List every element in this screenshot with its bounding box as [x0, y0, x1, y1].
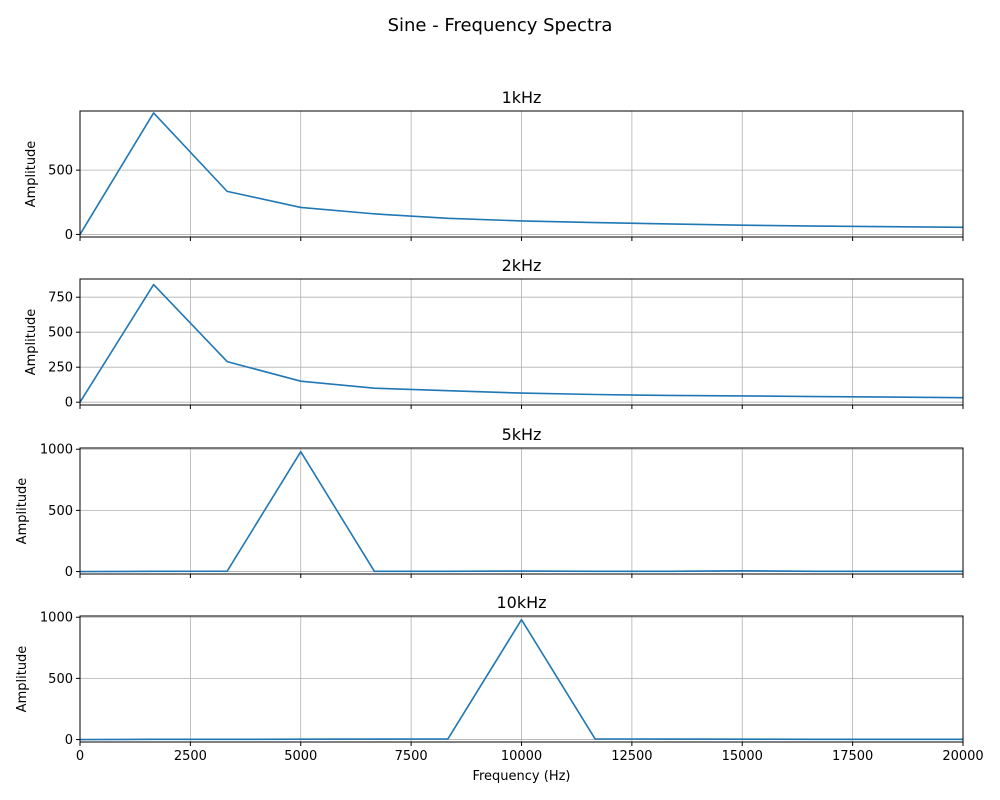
subplot-2: 2kHz 0 250 500 750 Amplitude	[24, 256, 964, 411]
x-axis-label: Frequency (Hz)	[472, 769, 570, 784]
x-tick-label: 5000	[284, 749, 317, 764]
subplot-1: 1kHz 0 500 Amplitude	[24, 88, 964, 243]
y-tick-label: 0	[65, 733, 73, 748]
y-tick-label: 0	[65, 228, 73, 243]
spectrum-line	[79, 450, 963, 573]
y-tick-label: 500	[48, 326, 73, 341]
plot-frame	[79, 278, 964, 406]
y-tick-label: 1000	[40, 611, 73, 626]
figure-title: Sine - Frequency Spectra	[388, 15, 613, 36]
y-tick-label: 0	[65, 565, 73, 580]
subplot-panels: 1kHz 0 500 Amplitude 2kHz 0 250 500 750 Amplitude…	[15, 88, 984, 784]
x-tick-label: 10000	[501, 749, 542, 764]
spectrum-line	[79, 283, 964, 403]
y-tick-label: 250	[48, 361, 73, 376]
y-tick-label: 500	[48, 504, 73, 519]
x-tick-label: 17500	[832, 749, 873, 764]
y-tick-label: 1000	[40, 443, 73, 458]
subplot-title: 1kHz	[502, 88, 542, 107]
y-axis-label: Amplitude	[15, 478, 30, 545]
subplot-title: 5kHz	[502, 425, 542, 444]
x-tick-label: 2500	[174, 749, 207, 764]
y-tick-label: 0	[65, 396, 73, 411]
subplot-title: 2kHz	[502, 256, 542, 275]
plot-frame	[79, 615, 964, 743]
x-tick-label: 0	[76, 749, 84, 764]
spectrum-line	[79, 112, 964, 235]
x-tick-label: 7500	[395, 749, 428, 764]
y-tick-label: 750	[48, 291, 73, 306]
x-tick-label: 12500	[611, 749, 652, 764]
y-axis-label: Amplitude	[24, 141, 39, 208]
y-axis-label: Amplitude	[24, 309, 39, 376]
plot-frame	[79, 447, 964, 575]
x-tick-label: 20000	[942, 749, 983, 764]
y-tick-label: 500	[48, 164, 73, 179]
subplot-3: 5kHz 0 500 1000 Amplitude	[15, 425, 964, 580]
spectrum-line	[79, 618, 963, 741]
x-tick-label: 15000	[722, 749, 763, 764]
plot-frame	[79, 110, 964, 238]
y-axis-label: Amplitude	[15, 646, 30, 713]
y-tick-label: 500	[48, 672, 73, 687]
subplot-title: 10kHz	[496, 593, 546, 612]
